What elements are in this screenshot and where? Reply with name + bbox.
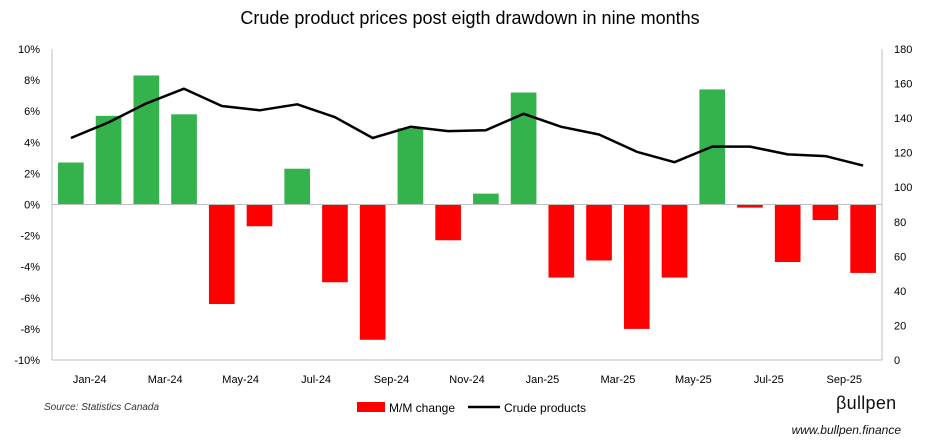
bar-mm-change — [586, 204, 612, 261]
bar-mm-change — [208, 204, 235, 305]
chart-title: Crude product prices post eigth drawdown… — [240, 8, 699, 28]
x-tick-label: Jan-25 — [526, 374, 560, 386]
bar-mm-change — [322, 204, 348, 283]
x-tick-label: Nov-24 — [449, 374, 484, 386]
bar-mm-change — [473, 193, 499, 205]
y-left-tick-label: 0% — [24, 200, 40, 212]
bar-mm-change — [850, 204, 876, 273]
x-tick-label: Mar-25 — [600, 374, 635, 386]
bar-mm-change — [737, 204, 763, 208]
y-right-tick-label: 20 — [894, 320, 906, 332]
bar-mm-change — [95, 115, 122, 205]
y-left-tick-label: 8% — [24, 75, 40, 87]
bar-mm-change — [774, 204, 801, 263]
bar-mm-change — [284, 168, 311, 205]
source-note: Source: Statistics Canada — [44, 402, 160, 413]
y-right-tick-label: 40 — [894, 286, 906, 298]
brand-logo: βullpen — [836, 393, 897, 413]
y-left-tick-label: 4% — [24, 137, 40, 149]
x-tick-label: Mar-24 — [148, 374, 183, 386]
x-tick-label: Jan-24 — [73, 374, 107, 386]
bar-mm-change — [397, 128, 424, 205]
y-right-tick-label: 180 — [894, 44, 912, 56]
chart-legend: M/M change Crude products — [357, 401, 586, 415]
y-left-tick-label: 6% — [24, 106, 40, 118]
x-tick-label: Jul-24 — [301, 374, 331, 386]
bar-mm-change — [58, 162, 84, 205]
y-right-tick-label: 80 — [894, 217, 906, 229]
y-left-tick-label: 2% — [24, 168, 40, 180]
plot-area: -10% -8% -6% -4% -2% 0% 2% 4% 6% 8% 10% 0 20 40 60 80 10… — [14, 44, 912, 386]
bar-mm-change — [623, 204, 650, 329]
y-left-tick-label: 10% — [18, 44, 40, 56]
y-right-tick-label: 140 — [894, 113, 912, 125]
bar-mm-change — [661, 204, 688, 278]
bar-mm-change — [435, 204, 461, 241]
y-left-tick-label: -8% — [20, 324, 40, 336]
y-right-tick-label: 0 — [894, 355, 900, 367]
bar-mm-change — [359, 204, 386, 340]
bar-mm-change — [246, 204, 273, 227]
bar-mm-change — [510, 92, 537, 205]
y-left-tick-label: -6% — [20, 293, 40, 305]
x-tick-label: Jul-25 — [754, 374, 784, 386]
y-right-tick-label: 60 — [894, 251, 906, 263]
y-left-tick-label: -10% — [14, 355, 40, 367]
y-right-tick-label: 100 — [894, 182, 912, 194]
legend-bar-label: M/M change — [389, 401, 455, 415]
y-right-tick-label: 160 — [894, 79, 912, 91]
y-left-tick-label: -4% — [20, 262, 40, 274]
line-crude-products — [70, 87, 864, 167]
x-tick-label: May-24 — [222, 374, 259, 386]
y-right-tick-label: 120 — [894, 148, 912, 160]
x-tick-label: Sep-24 — [374, 374, 409, 386]
legend-bar-swatch — [357, 402, 385, 412]
website-link[interactable]: www.bullpen.finance — [791, 423, 901, 437]
bar-mm-change — [133, 75, 160, 205]
bar-mm-change — [171, 114, 197, 205]
x-tick-label: Sep-25 — [827, 374, 862, 386]
legend-line-label: Crude products — [504, 401, 586, 415]
y-left-tick-label: -2% — [20, 231, 40, 243]
x-tick-label: May-25 — [675, 374, 712, 386]
bar-mm-change — [548, 204, 575, 278]
bar-mm-change — [812, 204, 839, 221]
